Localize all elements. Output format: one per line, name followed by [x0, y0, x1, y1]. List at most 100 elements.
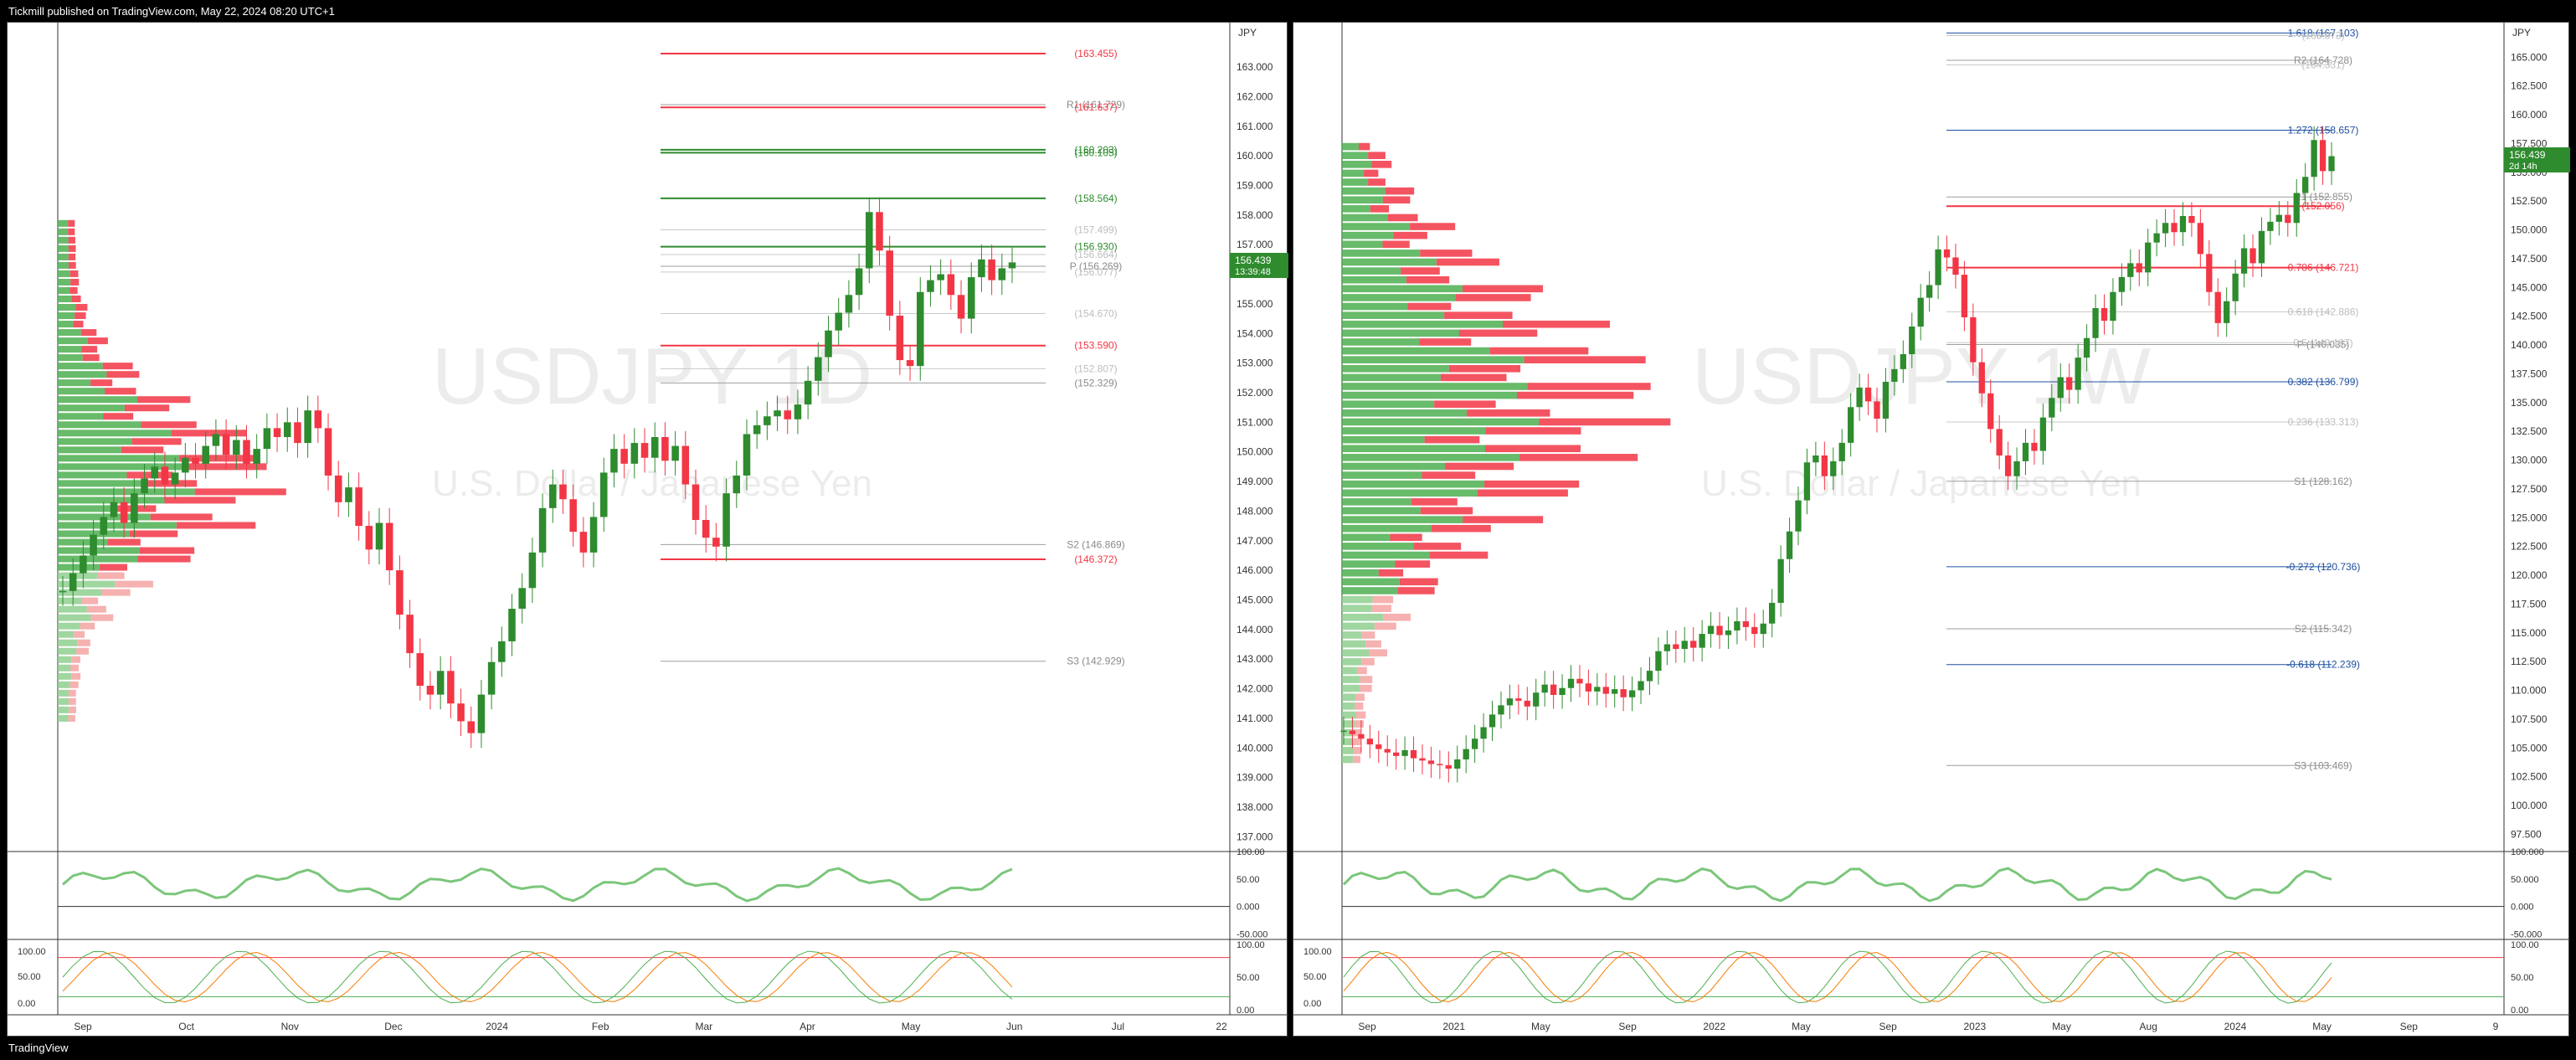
candle-body — [927, 280, 934, 292]
candle-body — [324, 428, 332, 476]
price-tick-label: 120.000 — [2511, 569, 2548, 581]
volume-bar-up — [1342, 320, 1504, 328]
rsi-tick-label: -50.000 — [1237, 929, 1267, 939]
price-tick-label: 153.000 — [1237, 358, 1273, 369]
price-tick-label: 146.000 — [1237, 564, 1273, 576]
candle-body — [569, 499, 577, 533]
volume-bar-up — [58, 321, 74, 328]
chart-watermark-description: U.S. Dollar / Japanese Yen — [1701, 463, 2142, 504]
volume-bar-down — [1519, 454, 1638, 461]
candle-body — [110, 502, 118, 517]
volume-bar-down — [68, 253, 76, 260]
level-label: (157.499) — [1074, 224, 1117, 236]
volume-bar-up — [1342, 364, 1449, 373]
stoch-tick-label: 100.00 — [2511, 940, 2539, 950]
candle-body — [774, 410, 781, 417]
level-label: 0.236 (133.313) — [2288, 416, 2359, 428]
candle-body — [518, 588, 526, 610]
volume-bar-down — [126, 471, 173, 479]
rsi-tick-label: 0.000 — [1237, 903, 1260, 913]
price-tick-label: 151.000 — [1237, 416, 1273, 428]
volume-bar-up — [58, 379, 91, 387]
candle-body — [1786, 531, 1793, 559]
candle-body — [1856, 387, 1863, 408]
volume-bar-up — [58, 463, 183, 471]
chart-watermark-description: U.S. Dollar / Japanese Yen — [432, 463, 872, 504]
level-label: (152.329) — [1074, 377, 1117, 388]
stoch-tick-label: 50.00 — [1237, 973, 1260, 983]
volume-bar-up — [1342, 409, 1468, 417]
candle-body — [2127, 263, 2134, 277]
volume-bar-down — [1378, 569, 1404, 577]
volume-bar-down — [137, 555, 191, 563]
candle-body — [396, 570, 404, 615]
volume-bar-down — [1361, 658, 1375, 666]
volume-bar-down — [71, 672, 81, 680]
candle-body — [2153, 233, 2160, 243]
level-label: S2 (146.869) — [1067, 538, 1124, 550]
candle-body — [141, 478, 148, 494]
level-label: (163.455) — [1074, 48, 1117, 59]
candle-body — [1943, 249, 1951, 258]
volume-bar-up — [1342, 489, 1478, 497]
price-tick-label: 139.000 — [1237, 772, 1273, 784]
candle-body — [967, 277, 975, 319]
volume-bar-down — [1353, 738, 1361, 746]
candle-body — [1655, 651, 1662, 672]
stoch-tick-label: 0.00 — [1237, 1006, 1254, 1016]
volume-bar-down — [70, 278, 80, 286]
candle-body — [1909, 327, 1915, 354]
volume-bar-down — [99, 563, 128, 571]
last-price-value: 156.439 — [1235, 255, 1272, 266]
chart-panel-daily[interactable]: USDJPY 1D U.S. Dollar / Japanese Yen (163.… — [7, 22, 1288, 1037]
candle-body — [825, 330, 832, 358]
level-label: 0.786 (146.721) — [2288, 262, 2359, 274]
volume-bar-down — [69, 270, 79, 277]
candle-body — [243, 440, 250, 464]
candle-body — [681, 445, 690, 485]
price-tick-label: 157.000 — [1237, 239, 1273, 250]
volume-bar-down — [97, 572, 125, 579]
candle-body — [2214, 291, 2221, 323]
candle-body — [1734, 621, 1740, 630]
rsi-line — [1342, 867, 2332, 903]
price-tick-label: 97.500 — [2511, 828, 2542, 840]
volume-bar-up — [58, 714, 69, 722]
candle-body — [957, 295, 965, 319]
candles — [59, 197, 1016, 749]
volume-profile — [1342, 142, 1671, 764]
volume-bar-up — [58, 295, 72, 303]
tradingview-logo[interactable]: TradingView — [8, 1042, 69, 1054]
time-tick-label: Mar — [695, 1021, 712, 1032]
chart-panel-weekly[interactable]: USDJPY 1W U.S. Dollar / Japanese Yen 1.618… — [1293, 22, 2570, 1037]
volume-bar-up — [1342, 294, 1456, 301]
volume-bar-down — [1477, 489, 1568, 497]
rsi-tick-label: 0.000 — [2511, 903, 2534, 913]
volume-bar-down — [1407, 302, 1452, 311]
candle-body — [498, 641, 506, 662]
volume-bar-up — [58, 597, 82, 605]
volume-bar-up — [1342, 684, 1360, 692]
price-tick-label: 110.000 — [2511, 685, 2547, 697]
candle-body — [1769, 603, 1776, 624]
weekly-chart-canvas[interactable]: USDJPY 1WU.S. Dollar / Japanese Yen1.618… — [1293, 23, 2570, 1037]
daily-chart-canvas[interactable]: USDJPY 1DU.S. Dollar / Japanese Yen(163.… — [8, 23, 1288, 1037]
candle-body — [794, 404, 802, 419]
candle-body — [1506, 698, 1514, 706]
candle-body — [692, 484, 700, 520]
volume-bar-down — [80, 329, 97, 337]
candle-body — [712, 538, 720, 547]
candle-body — [998, 268, 1006, 280]
candle-body — [1498, 705, 1504, 715]
candle-body — [2319, 140, 2327, 172]
candle-body — [477, 694, 486, 733]
candle-body — [2224, 301, 2230, 323]
currency-label: JPY — [2512, 27, 2531, 39]
price-tick-label: 132.500 — [2511, 425, 2548, 437]
price-tick-label: 125.000 — [2511, 512, 2548, 523]
volume-bar-down — [75, 304, 88, 311]
volume-bar-down — [71, 656, 80, 663]
volume-bar-up — [1342, 605, 1372, 612]
volume-bar-up — [58, 497, 165, 504]
level-label: R1 (152.855) — [2294, 191, 2352, 203]
